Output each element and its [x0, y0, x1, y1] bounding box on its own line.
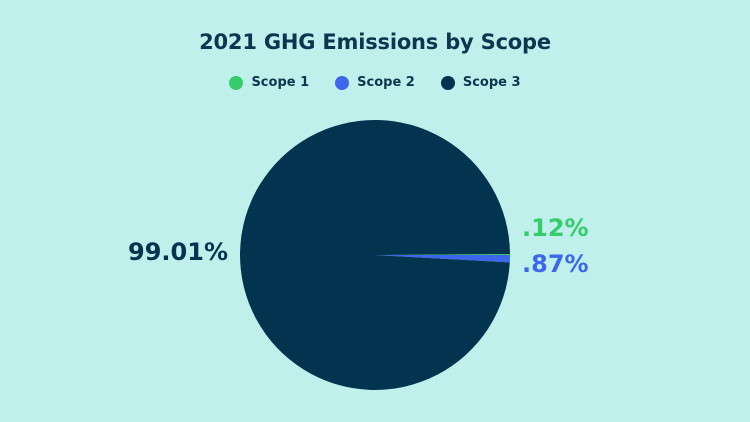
chart-title: 2021 GHG Emissions by Scope	[199, 30, 551, 54]
legend-swatch-scope-2	[335, 75, 350, 90]
legend-swatch-scope-1	[229, 75, 244, 90]
legend-item-scope-2: Scope 2	[335, 75, 415, 90]
legend: Scope 1 Scope 2 Scope 3	[0, 75, 750, 90]
legend-label-scope-1: Scope 1	[251, 75, 310, 90]
legend-label-scope-2: Scope 2	[357, 75, 415, 90]
pie-slice-scope-2	[375, 255, 511, 263]
legend-label-scope-3: Scope 3	[462, 75, 521, 90]
slice-label-scope-1: .12%	[522, 214, 589, 242]
slice-label-scope-2: .87%	[522, 250, 589, 278]
pie-slice-scope-1	[375, 253, 511, 255]
legend-swatch-scope-3	[440, 75, 455, 90]
pie-slice-scope-3	[240, 119, 511, 390]
legend-item-scope-1: Scope 1	[229, 75, 309, 90]
slice-label-scope-3: 99.01%	[128, 238, 228, 266]
legend-item-scope-3: Scope 3	[440, 75, 521, 90]
